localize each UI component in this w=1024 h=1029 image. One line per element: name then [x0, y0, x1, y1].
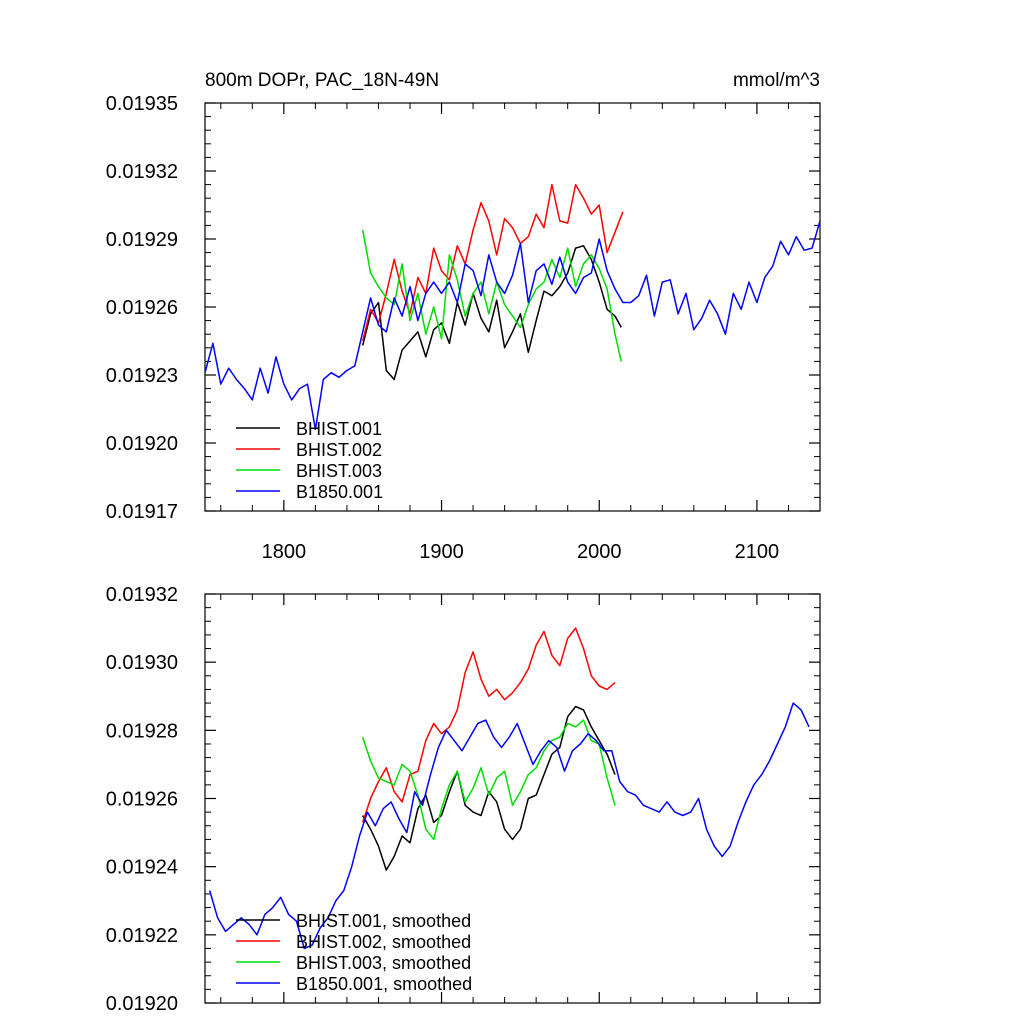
x-tick-label: 1900	[419, 541, 464, 563]
bottom-panel: 0.01920 0.01922 0.01924 0.01926 0.01928 0.019…	[106, 584, 821, 1015]
chart-title: 800m DOPr, PAC_18N-49N	[205, 70, 439, 91]
y-tick-label: 0.01926	[106, 789, 178, 811]
y-tick-label: 0.01935	[106, 93, 178, 115]
series-line-bhist-003	[361, 719, 616, 841]
units-label: mmol/m^3	[733, 70, 820, 91]
x-tick-label: 1800	[262, 541, 307, 563]
y-tick-label: 0.01926	[106, 297, 178, 319]
series-line-b1850-001	[208, 702, 810, 950]
y-tick-label: 0.01930	[106, 652, 178, 674]
x-tick-label: 2000	[577, 541, 622, 563]
y-tick-label: 0.01917	[106, 501, 178, 523]
legend-label: BHIST.002	[296, 440, 382, 460]
y-tick-label: 0.01932	[106, 584, 178, 606]
y-tick-label: 0.01920	[106, 433, 178, 455]
top-panel: 800m DOPr, PAC_18N-49N mmol/m^3 0.01917 0…	[106, 70, 821, 563]
series-line-bhist-001	[362, 705, 616, 871]
y-tick-label: 0.01923	[106, 365, 178, 387]
x-tick-label: 2100	[735, 541, 780, 563]
legend-label: BHIST.001, smoothed	[296, 911, 471, 931]
legend-label: BHIST.003	[296, 461, 382, 481]
y-tick-label: 0.01928	[106, 720, 178, 742]
series-line-bhist-001	[361, 245, 622, 381]
y-tick-label: 0.01929	[106, 229, 178, 251]
legend-label: BHIST.002, smoothed	[296, 932, 471, 952]
legend-label: BHIST.001	[296, 419, 382, 439]
legend-label: B1850.001	[296, 482, 383, 502]
y-tick-label: 0.01922	[106, 925, 178, 947]
y-tick-label: 0.01932	[106, 161, 178, 183]
series-line-bhist-002	[361, 627, 616, 823]
legend-label: B1850.001, smoothed	[296, 974, 472, 994]
series-line-b1850-001	[204, 220, 821, 431]
y-tick-label: 0.01924	[106, 857, 178, 879]
y-tick-label: 0.01920	[106, 993, 178, 1015]
legend-label: BHIST.003, smoothed	[296, 953, 471, 973]
series-line-bhist-003	[361, 229, 623, 362]
